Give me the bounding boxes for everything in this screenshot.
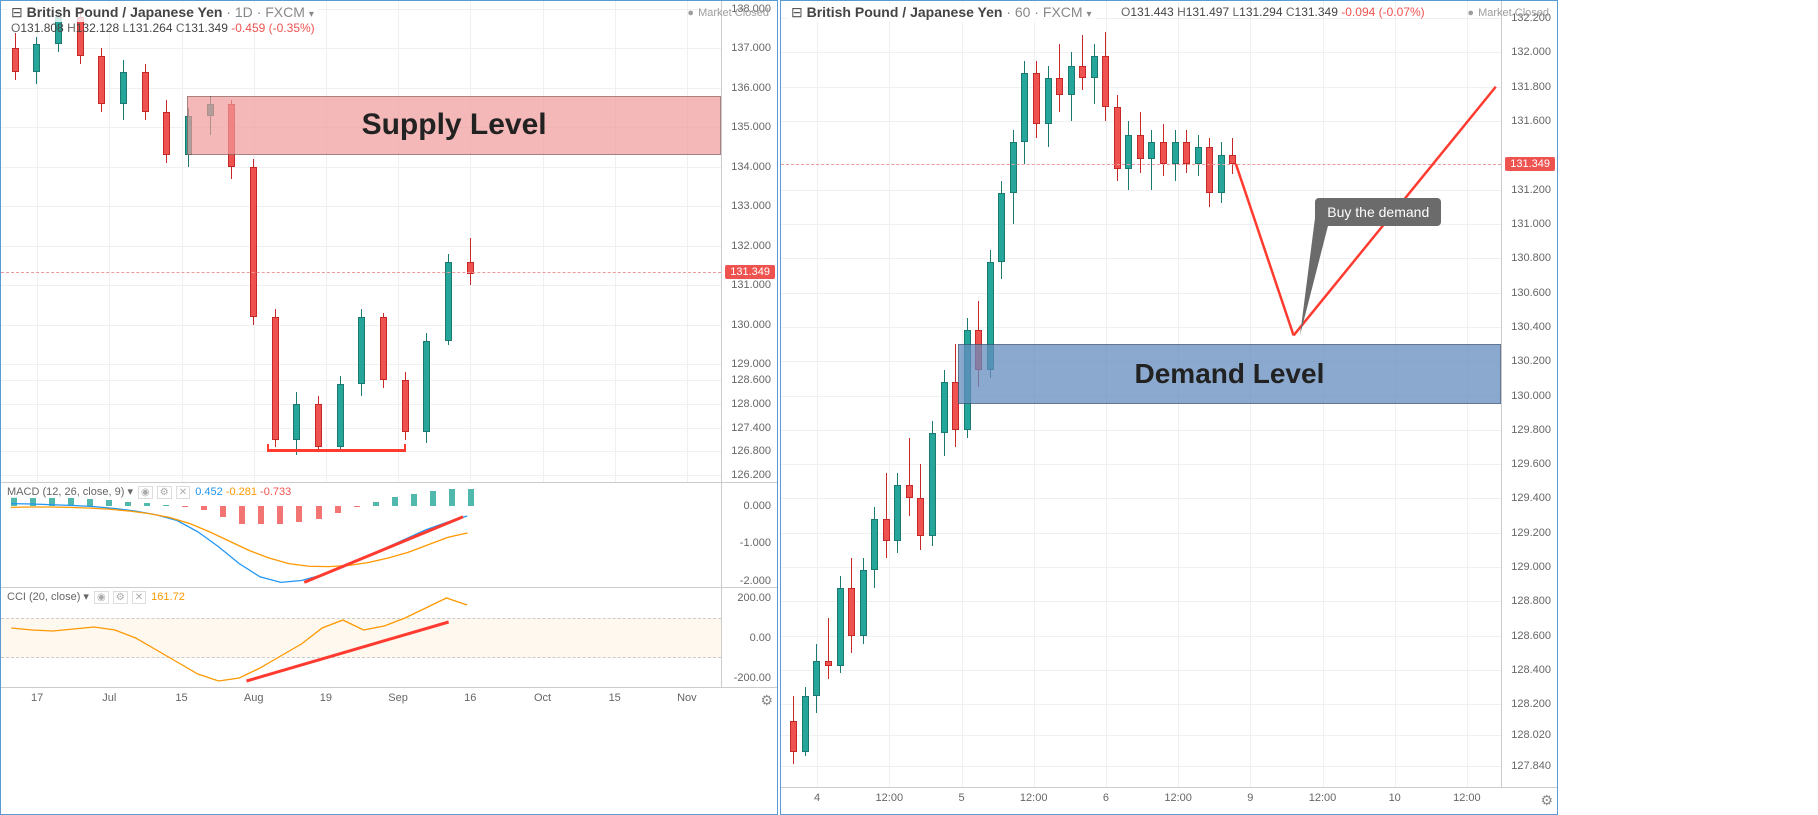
collapse-icon[interactable]: ⊟: [791, 4, 803, 20]
symbol-name: British Pound / Japanese Yen: [27, 4, 223, 20]
chevron-down-icon[interactable]: ▾: [1086, 9, 1091, 20]
market-status: Market Closed: [1467, 7, 1549, 19]
chart-title: ⊟ British Pound / Japanese Yen · 60 · FX…: [787, 3, 1096, 22]
source-label: FXCM: [1043, 4, 1083, 20]
timeframe-label: 1D: [235, 4, 253, 20]
cci-y-axis: 200.000.00-200.00: [721, 588, 777, 687]
macd-y-axis: 0.000-1.000-2.000: [721, 483, 777, 587]
x-axis[interactable]: ⚙ 17Jul15Aug19Sep16Oct15Nov: [1, 688, 777, 714]
x-axis[interactable]: ⚙ 412:00512:00612:00912:001012:00: [781, 788, 1557, 814]
close-icon[interactable]: ✕: [176, 486, 190, 499]
y-axis[interactable]: 127.840128.020128.200128.400128.600128.8…: [1501, 1, 1557, 787]
close-icon[interactable]: ✕: [132, 591, 146, 604]
y-axis[interactable]: 126.200126.800127.400128.000128.600129.0…: [721, 1, 777, 482]
daily-chart-panel: ⊟ British Pound / Japanese Yen · 1D · FX…: [0, 0, 778, 815]
ohlc-readout: O131.443 H131.497 L131.294 C131.349 -0.0…: [1121, 5, 1425, 19]
gear-icon[interactable]: ⚙: [1540, 792, 1553, 809]
symbol-name: British Pound / Japanese Yen: [807, 4, 1003, 20]
demand-zone: Demand Level: [958, 344, 1501, 404]
hourly-chart-panel: ⊟ British Pound / Japanese Yen · 60 · FX…: [780, 0, 1558, 815]
buy-demand-callout: Buy the demand: [1315, 198, 1441, 226]
collapse-icon[interactable]: ⊟: [11, 4, 23, 20]
gear-icon[interactable]: ⚙: [157, 486, 172, 499]
supply-zone: Supply Level: [187, 96, 721, 155]
chevron-down-icon[interactable]: ▾: [127, 486, 133, 498]
chevron-down-icon[interactable]: ▾: [83, 591, 89, 603]
ohlc-readout: O131.808 H132.128 L131.264 C131.349 -0.4…: [11, 21, 315, 35]
source-label: FXCM: [265, 4, 305, 20]
chart-title: ⊟ British Pound / Japanese Yen · 1D · FX…: [7, 3, 318, 22]
market-status: Market Closed: [687, 7, 769, 19]
eye-icon[interactable]: ◉: [94, 591, 109, 604]
chevron-down-icon[interactable]: ▾: [309, 9, 314, 20]
macd-title: MACD (12, 26, close, 9) ▾ ◉⚙✕ 0.452 -0.2…: [7, 485, 291, 498]
cci-title: CCI (20, close) ▾ ◉⚙✕ 161.72: [7, 590, 185, 603]
eye-icon[interactable]: ◉: [138, 486, 153, 499]
double-bottom-line: [268, 449, 405, 452]
timeframe-label: 60: [1015, 4, 1031, 20]
cci-indicator[interactable]: CCI (20, close) ▾ ◉⚙✕ 161.72 200.000.00-…: [1, 588, 777, 688]
gear-icon[interactable]: ⚙: [760, 692, 773, 709]
daily-price-chart[interactable]: ⊟ British Pound / Japanese Yen · 1D · FX…: [1, 1, 777, 483]
hourly-price-chart[interactable]: ⊟ British Pound / Japanese Yen · 60 · FX…: [781, 1, 1557, 788]
gear-icon[interactable]: ⚙: [113, 591, 128, 604]
macd-indicator[interactable]: MACD (12, 26, close, 9) ▾ ◉⚙✕ 0.452 -0.2…: [1, 483, 777, 588]
